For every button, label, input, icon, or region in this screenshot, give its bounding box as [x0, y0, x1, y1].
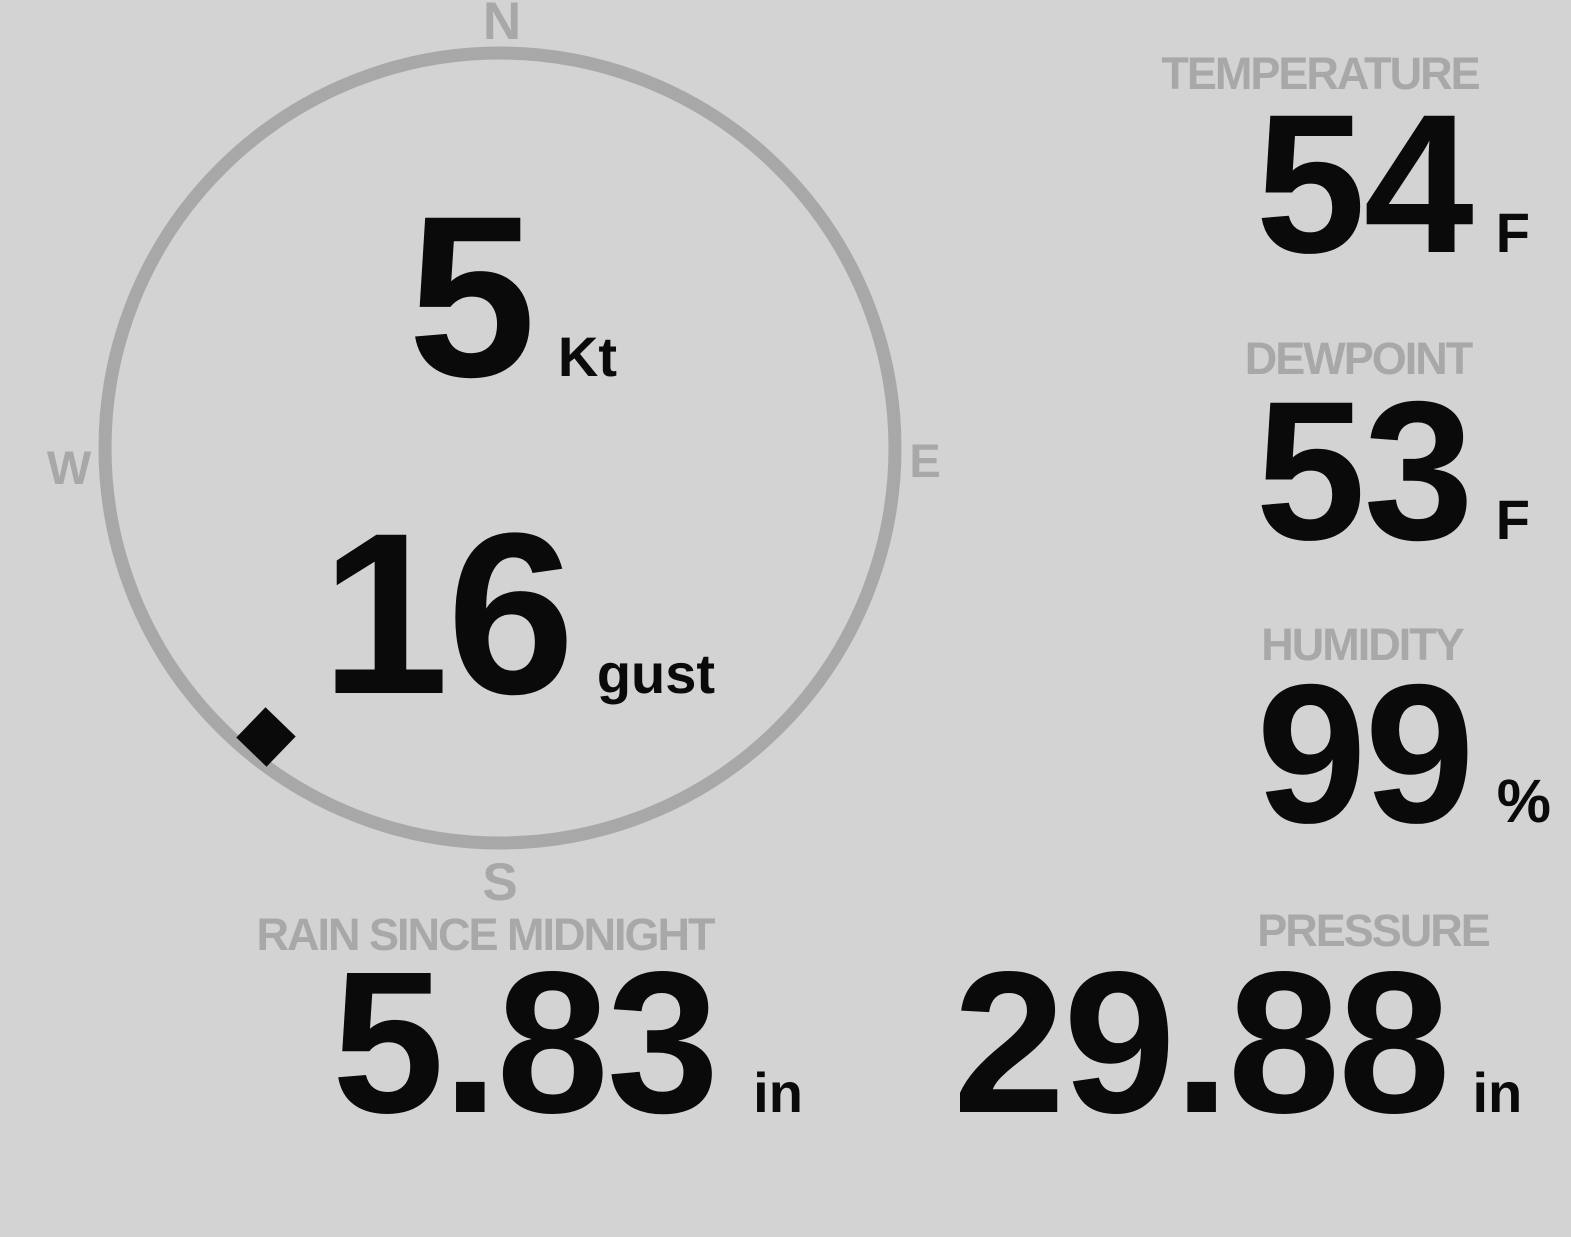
- wind-speed-unit: Kt: [557, 325, 618, 388]
- wind-speed-reading: 5 Kt: [408, 182, 617, 412]
- dewpoint-unit: F: [1495, 488, 1530, 551]
- compass-cardinal-south: S: [482, 853, 518, 912]
- rain-since-midnight-unit: in: [753, 1061, 803, 1124]
- compass-cardinal-north: N: [482, 0, 522, 51]
- dewpoint-reading: 53 F: [1256, 372, 1530, 570]
- humidity-value: 99: [1256, 643, 1475, 864]
- humidity-unit: %: [1496, 767, 1551, 835]
- wind-gust-reading: 16 gust: [321, 499, 715, 729]
- temperature-reading: 54 F: [1256, 85, 1530, 283]
- temperature-label: TEMPERATURE: [1161, 48, 1480, 99]
- rain-since-midnight-reading: 5.83 in: [332, 941, 803, 1143]
- humidity-reading: 99 %: [1257, 655, 1552, 853]
- compass-cardinal-west: W: [46, 441, 92, 494]
- wind-gust-value: 16: [321, 485, 575, 742]
- dewpoint-label: DEWPOINT: [1244, 333, 1473, 384]
- compass-ring-circle: [98, 46, 902, 850]
- pressure-reading: 29.88 in: [953, 941, 1522, 1143]
- temperature-value: 54: [1255, 73, 1474, 294]
- humidity-label: HUMIDITY: [1261, 619, 1464, 670]
- wind-gust-unit: gust: [596, 642, 716, 705]
- compass-intercardinal-ticks: [212, 160, 788, 736]
- dewpoint-value: 53: [1255, 360, 1474, 581]
- rain-since-midnight-label: RAIN SINCE MIDNIGHT: [256, 909, 716, 960]
- temperature-unit: F: [1495, 201, 1530, 264]
- rain-since-midnight-value: 5.83: [332, 929, 719, 1155]
- compass-cardinal-east: E: [909, 434, 941, 487]
- pressure-unit: in: [1472, 1061, 1523, 1124]
- pressure-value: 29.88: [953, 929, 1450, 1155]
- wind-speed-value: 5: [408, 168, 536, 425]
- pressure-label: PRESSURE: [1257, 905, 1491, 956]
